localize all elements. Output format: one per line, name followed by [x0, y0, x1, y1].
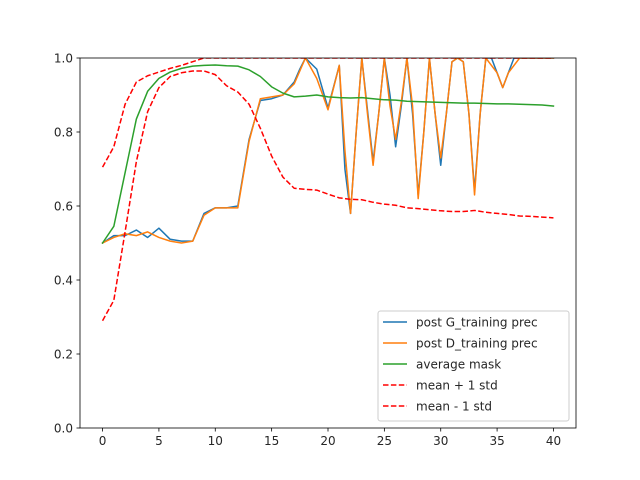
series-line-3 [101, 58, 554, 168]
y-tick-label: 1.0 [54, 51, 73, 65]
y-tick-label: 0.2 [54, 347, 73, 361]
x-tick-label: 20 [320, 434, 335, 448]
legend-label-4: mean - 1 std [416, 399, 492, 413]
x-tick-label: 10 [208, 434, 223, 448]
legend: post G_training prec post D_training prec… [377, 310, 570, 422]
legend-box [377, 310, 570, 422]
y-tick-label: 0.8 [54, 125, 73, 139]
legend-label-2: average mask [416, 357, 501, 371]
axes-layer: 0 5 10 15 20 25 30 35 40 0.0 0.2 0.4 0.6 0.8 1.0 [54, 51, 577, 448]
series-layer [101, 58, 555, 322]
x-tick-label: 25 [377, 434, 392, 448]
x-tick-label: 40 [546, 434, 561, 448]
x-tick-label: 0 [99, 434, 107, 448]
x-tick-label: 5 [155, 434, 163, 448]
y-tick-label: 0.4 [54, 273, 73, 287]
series-line-1 [101, 58, 555, 245]
series-line-4 [101, 70, 554, 322]
series-line-2 [101, 64, 555, 245]
legend-label-1: post D_training prec [416, 336, 538, 350]
x-tick-label: 30 [433, 434, 448, 448]
y-tick-label: 0.0 [54, 421, 73, 435]
legend-label-0: post G_training prec [416, 315, 538, 329]
legend-label-3: mean + 1 std [416, 378, 498, 392]
x-tick-label: 15 [264, 434, 279, 448]
x-tick-label: 35 [489, 434, 504, 448]
y-tick-label: 0.6 [54, 199, 73, 213]
